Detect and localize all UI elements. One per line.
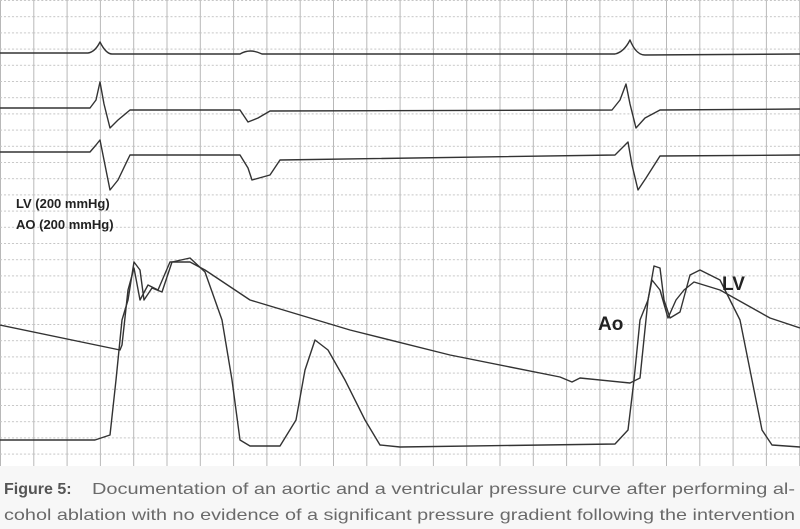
- grid: [0, 0, 800, 466]
- caption-label: Figure 5:: [4, 481, 72, 498]
- ecg-trace: [0, 139, 800, 191]
- ao-curve-label: Ao: [598, 314, 623, 335]
- ao-scale-label: AO (200 mmHg): [16, 217, 114, 232]
- lv-curve-label: LV: [722, 274, 745, 295]
- caption-background: [0, 466, 800, 529]
- ecg-trace: [0, 81, 800, 129]
- lv-pressure-trace: [0, 257, 800, 448]
- lv-scale-label: LV (200 mmHg): [16, 196, 110, 211]
- caption-text: Documentation of an aortic and a ventric…: [92, 481, 795, 498]
- ao-pressure-trace: [0, 261, 800, 384]
- ecg-trace: [0, 39, 800, 56]
- caption-text: cohol ablation with no evidence of a sig…: [4, 507, 795, 524]
